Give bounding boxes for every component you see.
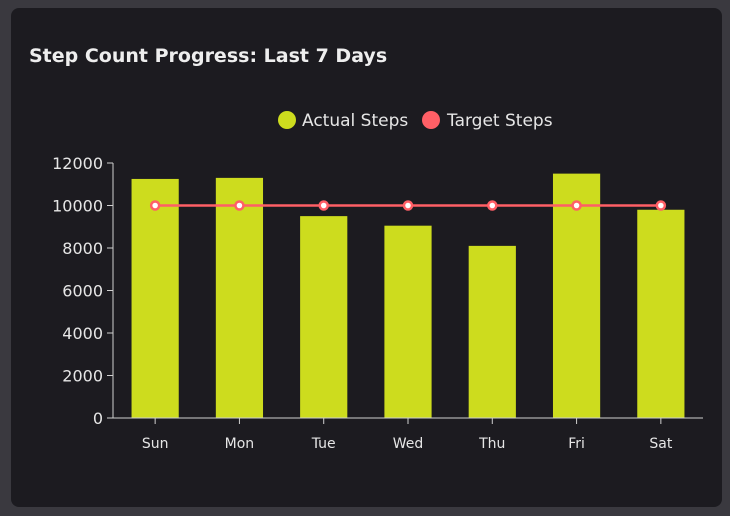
bar-mon[interactable] — [215, 177, 264, 418]
chart-card: Step Count Progress: Last 7 Days — [11, 8, 722, 507]
bar-sat[interactable] — [637, 209, 685, 418]
legend-item-target[interactable]: Target Steps — [422, 111, 553, 131]
x-tick-label: Sat — [649, 436, 672, 452]
bar-sun[interactable] — [131, 178, 179, 418]
x-axis: Sun Mon Tue Wed Thu Fri Sat — [113, 417, 703, 452]
y-tick-label: 12000 — [52, 154, 103, 173]
y-tick-label: 10000 — [52, 197, 103, 216]
y-tick-label: 4000 — [62, 324, 103, 343]
y-tick-label: 8000 — [62, 239, 103, 258]
y-tick-label: 0 — [93, 409, 103, 428]
x-tick-label: Tue — [311, 436, 336, 452]
legend-swatch-actual — [278, 111, 296, 129]
x-tick-label: Sun — [142, 436, 169, 452]
x-tick-label: Thu — [478, 436, 505, 452]
bar-tue[interactable] — [300, 216, 348, 418]
x-tick-label: Mon — [225, 436, 255, 452]
x-tick-label: Fri — [568, 436, 585, 452]
y-tick-label: 6000 — [62, 282, 103, 301]
bar-wed[interactable] — [384, 225, 432, 418]
line-series-target — [149, 200, 667, 211]
target-point-sun[interactable] — [149, 200, 161, 211]
legend-item-actual[interactable]: Actual Steps — [278, 111, 408, 131]
target-point-sat[interactable] — [655, 200, 667, 211]
target-point-fri[interactable] — [571, 200, 582, 211]
bar-series-actual — [131, 173, 685, 418]
legend-label-target: Target Steps — [446, 111, 553, 131]
bar-fri[interactable] — [552, 173, 601, 418]
x-tick-label: Wed — [393, 436, 424, 452]
target-point-tue[interactable] — [318, 200, 329, 211]
target-point-mon[interactable] — [234, 200, 245, 211]
legend-label-actual: Actual Steps — [302, 111, 408, 131]
target-point-wed[interactable] — [402, 200, 414, 211]
y-axis: 0 2000 4000 6000 8000 10000 12000 — [52, 154, 114, 428]
bar-thu[interactable] — [468, 245, 516, 418]
legend: Actual Steps Target Steps — [278, 111, 553, 131]
y-tick-label: 2000 — [62, 367, 103, 386]
legend-swatch-target — [422, 111, 440, 129]
target-point-thu[interactable] — [487, 200, 498, 211]
chart-title: Step Count Progress: Last 7 Days — [29, 45, 388, 67]
